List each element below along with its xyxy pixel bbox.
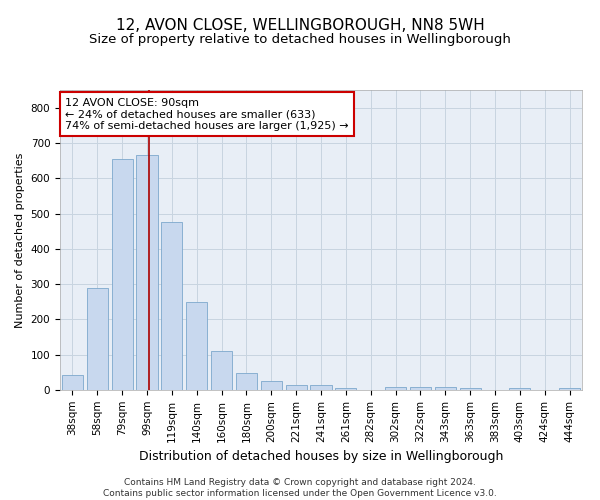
X-axis label: Distribution of detached houses by size in Wellingborough: Distribution of detached houses by size … — [139, 450, 503, 463]
Bar — [112, 159, 133, 390]
Bar — [435, 387, 456, 390]
Bar — [385, 387, 406, 390]
Bar — [310, 385, 332, 390]
Bar — [286, 385, 307, 390]
Bar — [236, 373, 257, 390]
Text: 12, AVON CLOSE, WELLINGBOROUGH, NN8 5WH: 12, AVON CLOSE, WELLINGBOROUGH, NN8 5WH — [116, 18, 484, 32]
Bar — [211, 351, 232, 390]
Bar — [186, 302, 207, 390]
Bar — [136, 156, 158, 390]
Text: 12 AVON CLOSE: 90sqm
← 24% of detached houses are smaller (633)
74% of semi-deta: 12 AVON CLOSE: 90sqm ← 24% of detached h… — [65, 98, 349, 130]
Bar — [559, 388, 580, 390]
Bar — [87, 288, 108, 390]
Text: Contains HM Land Registry data © Crown copyright and database right 2024.
Contai: Contains HM Land Registry data © Crown c… — [103, 478, 497, 498]
Bar — [410, 387, 431, 390]
Bar — [161, 222, 182, 390]
Text: Size of property relative to detached houses in Wellingborough: Size of property relative to detached ho… — [89, 32, 511, 46]
Bar — [509, 388, 530, 390]
Bar — [335, 388, 356, 390]
Y-axis label: Number of detached properties: Number of detached properties — [15, 152, 25, 328]
Bar — [62, 375, 83, 390]
Bar — [261, 381, 282, 390]
Bar — [460, 388, 481, 390]
